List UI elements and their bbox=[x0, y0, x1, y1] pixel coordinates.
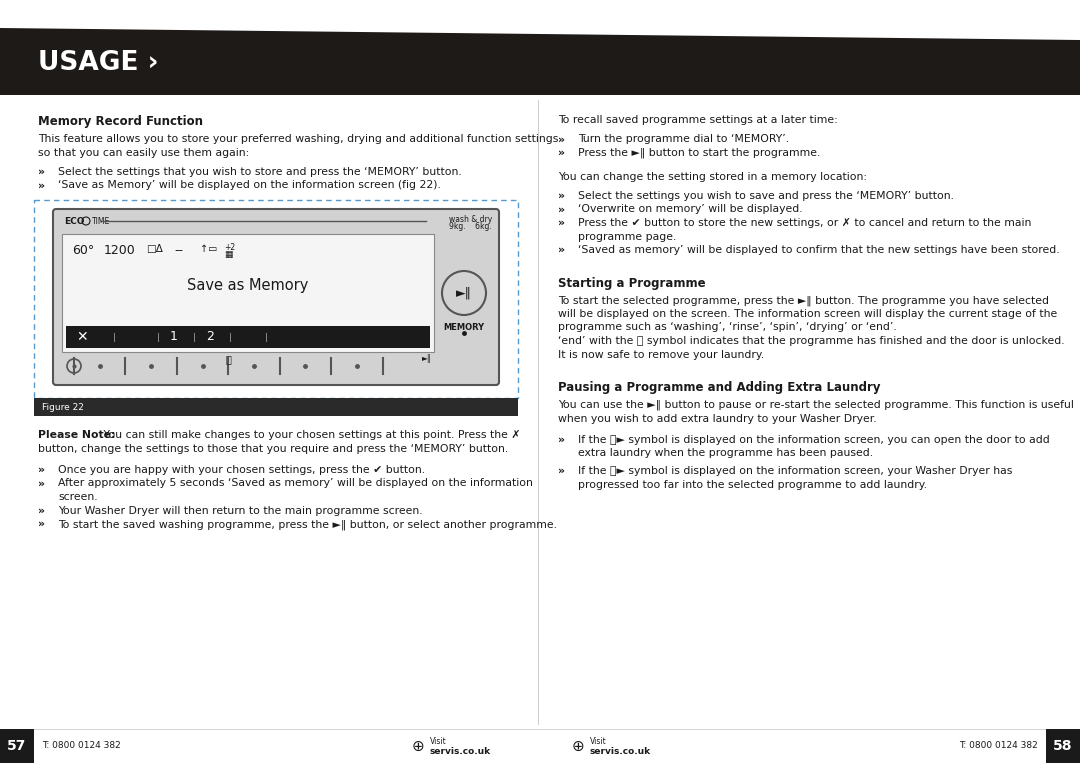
Text: T: 0800 0124 382: T: 0800 0124 382 bbox=[42, 742, 121, 751]
Text: ►‖: ►‖ bbox=[422, 354, 432, 363]
Text: programme page.: programme page. bbox=[578, 231, 676, 242]
Text: Please Note:: Please Note: bbox=[38, 430, 116, 440]
Text: »: » bbox=[558, 134, 565, 144]
Text: »: » bbox=[558, 218, 565, 228]
Text: Once you are happy with your chosen settings, press the ✔ button.: Once you are happy with your chosen sett… bbox=[58, 465, 426, 475]
Text: »: » bbox=[558, 191, 565, 201]
Polygon shape bbox=[0, 28, 1080, 95]
Text: »: » bbox=[558, 245, 565, 255]
Text: 1: 1 bbox=[170, 330, 178, 343]
Text: programme such as ‘washing’, ‘rinse’, ‘spin’, ‘drying’ or ‘end’.: programme such as ‘washing’, ‘rinse’, ‘s… bbox=[558, 323, 896, 333]
Text: MEMORY: MEMORY bbox=[444, 323, 485, 332]
Text: servis.co.uk: servis.co.uk bbox=[430, 746, 491, 755]
Text: ECO: ECO bbox=[64, 217, 84, 226]
Text: »: » bbox=[558, 148, 565, 158]
Text: ↑▭: ↑▭ bbox=[200, 244, 217, 254]
Bar bbox=[0, 729, 1080, 763]
Text: »: » bbox=[558, 204, 565, 214]
Text: ‘end’ with the ⧗ symbol indicates that the programme has finished and the door i: ‘end’ with the ⧗ symbol indicates that t… bbox=[558, 336, 1065, 346]
Text: ✕: ✕ bbox=[77, 330, 87, 344]
Text: It is now safe to remove your laundry.: It is now safe to remove your laundry. bbox=[558, 349, 765, 359]
Text: Your Washer Dryer will then return to the main programme screen.: Your Washer Dryer will then return to th… bbox=[58, 506, 422, 516]
Text: button, change the settings to those that you require and press the ‘MEMORY’ but: button, change the settings to those tha… bbox=[38, 443, 509, 453]
Text: ‘Saved as memory’ will be displayed to confirm that the new settings have been s: ‘Saved as memory’ will be displayed to c… bbox=[578, 245, 1059, 255]
Text: ‘Overwrite on memory’ will be displayed.: ‘Overwrite on memory’ will be displayed. bbox=[578, 204, 802, 214]
Text: servis.co.uk: servis.co.uk bbox=[590, 746, 651, 755]
Text: This feature allows you to store your preferred washing, drying and additional f: This feature allows you to store your pr… bbox=[38, 134, 558, 144]
Text: If the ⧗► symbol is displayed on the information screen, you can open the door t: If the ⧗► symbol is displayed on the inf… bbox=[578, 435, 1050, 445]
Text: ‘Save as Memory’ will be displayed on the information screen (fig 22).: ‘Save as Memory’ will be displayed on th… bbox=[58, 181, 441, 191]
Text: Starting a Programme: Starting a Programme bbox=[558, 276, 705, 289]
Text: screen.: screen. bbox=[58, 492, 97, 502]
Text: Figure 22: Figure 22 bbox=[42, 403, 84, 411]
Text: To recall saved programme settings at a later time:: To recall saved programme settings at a … bbox=[558, 115, 838, 125]
Text: »: » bbox=[38, 465, 45, 475]
FancyBboxPatch shape bbox=[53, 209, 499, 385]
Text: TIME: TIME bbox=[92, 217, 110, 226]
Text: Select the settings you wish to save and press the ‘MEMORY’ button.: Select the settings you wish to save and… bbox=[578, 191, 954, 201]
Text: You can use the ►‖ button to pause or re-start the selected programme. This func: You can use the ►‖ button to pause or re… bbox=[558, 400, 1074, 410]
Text: »: » bbox=[38, 478, 45, 488]
Text: »: » bbox=[38, 506, 45, 516]
Text: 2: 2 bbox=[206, 330, 214, 343]
Text: 57: 57 bbox=[8, 739, 27, 753]
Bar bbox=[1047, 729, 1080, 763]
Text: After approximately 5 seconds ‘Saved as memory’ will be displayed on the informa: After approximately 5 seconds ‘Saved as … bbox=[58, 478, 532, 488]
Text: »: » bbox=[558, 466, 565, 476]
Text: Turn the programme dial to ‘MEMORY’.: Turn the programme dial to ‘MEMORY’. bbox=[578, 134, 789, 144]
Text: Press the ✔ button to store the new settings, or ✗ to cancel and return to the m: Press the ✔ button to store the new sett… bbox=[578, 218, 1031, 228]
Text: USAGE ›: USAGE › bbox=[38, 50, 159, 76]
Text: +2: +2 bbox=[224, 243, 235, 252]
Text: extra laundry when the programme has been paused.: extra laundry when the programme has bee… bbox=[578, 449, 873, 459]
Text: If the ⧗► symbol is displayed on the information screen, your Washer Dryer has: If the ⧗► symbol is displayed on the inf… bbox=[578, 466, 1012, 476]
Text: ⊕: ⊕ bbox=[411, 739, 424, 754]
Text: Press the ►‖ button to start the programme.: Press the ►‖ button to start the program… bbox=[578, 148, 821, 159]
Text: progressed too far into the selected programme to add laundry.: progressed too far into the selected pro… bbox=[578, 479, 927, 490]
Text: »: » bbox=[558, 435, 565, 445]
Text: »: » bbox=[38, 519, 45, 529]
Text: You can still make changes to your chosen settings at this point. Press the ✗: You can still make changes to your chose… bbox=[100, 430, 521, 440]
Text: ▦: ▦ bbox=[224, 250, 232, 259]
Text: □Δ: □Δ bbox=[146, 244, 163, 254]
Bar bbox=[62, 234, 434, 352]
Text: To start the selected programme, press the ►‖ button. The programme you have sel: To start the selected programme, press t… bbox=[558, 295, 1049, 306]
Text: 60°: 60° bbox=[72, 244, 94, 257]
Bar bbox=[0, 729, 33, 763]
Bar bbox=[0, 0, 1080, 28]
Text: 58: 58 bbox=[1053, 739, 1072, 753]
Text: ⊕: ⊕ bbox=[571, 739, 584, 754]
Text: will be displayed on the screen. The information screen will display the current: will be displayed on the screen. The inf… bbox=[558, 309, 1057, 319]
Text: To start the saved washing programme, press the ►‖ button, or select another pro: To start the saved washing programme, pr… bbox=[58, 519, 557, 530]
Text: 9kg.    6kg.: 9kg. 6kg. bbox=[449, 222, 492, 231]
Text: ⚿: ⚿ bbox=[226, 354, 231, 364]
Text: Save as Memory: Save as Memory bbox=[187, 278, 309, 294]
Circle shape bbox=[442, 271, 486, 315]
Text: Memory Record Function: Memory Record Function bbox=[38, 115, 203, 128]
Text: T: 0800 0124 382: T: 0800 0124 382 bbox=[959, 742, 1038, 751]
Text: wash & dry: wash & dry bbox=[449, 215, 492, 224]
Text: Pausing a Programme and Adding Extra Laundry: Pausing a Programme and Adding Extra Lau… bbox=[558, 381, 880, 394]
Text: when you wish to add extra laundry to your Washer Dryer.: when you wish to add extra laundry to yo… bbox=[558, 414, 877, 423]
Bar bbox=[33, 200, 518, 398]
Text: Visit: Visit bbox=[430, 738, 447, 746]
Text: so that you can easily use them again:: so that you can easily use them again: bbox=[38, 147, 249, 157]
Text: ►‖: ►‖ bbox=[456, 286, 472, 300]
Bar bbox=[66, 326, 430, 348]
Text: »: » bbox=[38, 181, 45, 191]
Text: Select the settings that you wish to store and press the ‘MEMORY’ button.: Select the settings that you wish to sto… bbox=[58, 167, 462, 177]
Text: --: -- bbox=[174, 244, 183, 257]
Text: You can change the setting stored in a memory location:: You can change the setting stored in a m… bbox=[558, 172, 867, 182]
Text: 1200: 1200 bbox=[104, 244, 136, 257]
Bar bbox=[33, 398, 518, 416]
Text: Visit: Visit bbox=[590, 738, 607, 746]
Text: »: » bbox=[38, 167, 45, 177]
